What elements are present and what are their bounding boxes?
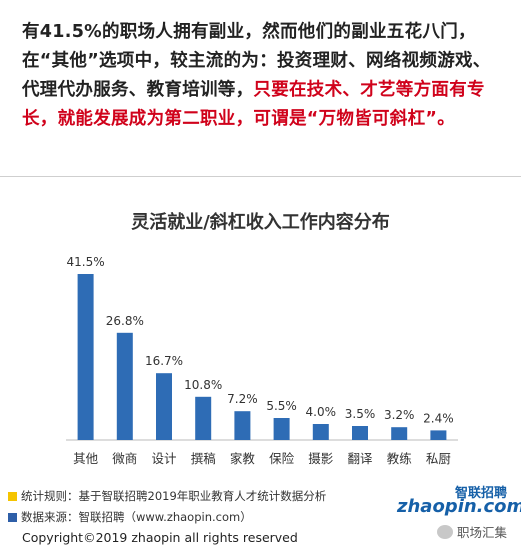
bar-value-label: 3.2% [384, 408, 415, 422]
bar-value-label: 2.4% [423, 411, 454, 425]
bar-4 [234, 411, 251, 440]
bar-value-label: 3.5% [345, 407, 376, 421]
category-label: 私厨 [426, 451, 451, 466]
bar-5 [273, 418, 290, 440]
bar-0 [77, 274, 94, 440]
footer-rule: 统计规则：基于智联招聘2019年职业教育人才统计数据分析 [8, 488, 326, 504]
bar-value-label: 41.5% [67, 255, 105, 269]
logo-text-cn: 智联招聘 [454, 486, 507, 501]
bar-7 [352, 426, 368, 440]
intro-text: 有41.5%的职场人拥有副业，然而他们的副业五花八门，在“其他”选项中，较主流的… [22, 22, 491, 100]
footer-source: 数据来源：智联招聘（www.zhaopin.com） [8, 509, 252, 525]
category-label: 摄影 [308, 451, 334, 466]
category-label: 翻译 [347, 451, 373, 466]
logo-text-en: zhaopin.com [397, 496, 521, 517]
bar-value-label: 10.8% [184, 378, 222, 392]
section-divider [0, 176, 521, 177]
intro-paragraph: 有41.5%的职场人拥有副业，然而他们的副业五花八门，在“其他”选项中，较主流的… [22, 18, 502, 134]
watermark: 职场汇集 [436, 522, 507, 541]
bar-1 [116, 332, 133, 440]
watermark-text: 职场汇集 [456, 525, 507, 540]
bar-2 [156, 373, 172, 440]
bar-value-label: 16.7% [145, 354, 183, 368]
bar-9 [430, 430, 447, 440]
category-label: 设计 [151, 451, 176, 466]
yellow-square-icon [8, 491, 17, 501]
bar-value-label: 4.0% [306, 405, 337, 419]
bar-value-label: 26.8% [106, 314, 144, 328]
category-label: 微商 [112, 451, 137, 466]
bar-8 [391, 427, 408, 440]
bar-6 [312, 424, 329, 440]
category-label: 家教 [230, 451, 256, 466]
category-label: 撰稿 [191, 451, 216, 466]
bar-chart: 41.5% 其他 26.8% 微商 16.7% 设计 10.8% 撰稿 7.2% 家教 5.5% 保险… [66, 255, 458, 466]
category-label: 保险 [269, 451, 295, 466]
bar-value-label: 5.5% [266, 399, 297, 413]
zhaopin-logo: zhaopin.com 智联招聘 [397, 486, 521, 517]
category-label: 教练 [387, 451, 413, 466]
category-label: 其他 [73, 451, 99, 466]
intro-highlight: 只要在技术、才艺等方面有专长，就能发展成为第二职业，可谓是“万物皆可斜杠”。 [22, 80, 485, 129]
bar-3 [195, 396, 212, 440]
footer-rule-text: 统计规则：基于智联招聘2019年职业教育人才统计数据分析 [21, 489, 327, 503]
blue-square-icon [8, 512, 17, 522]
wechat-icon [436, 524, 453, 539]
bar-value-label: 7.2% [227, 392, 258, 406]
copyright: Copyright©2019 zhaopin all rights reserv… [22, 530, 298, 545]
chart-title: 灵活就业/斜杠收入工作内容分布 [131, 212, 390, 233]
footer-source-text: 数据来源：智联招聘（www.zhaopin.com） [21, 510, 252, 524]
